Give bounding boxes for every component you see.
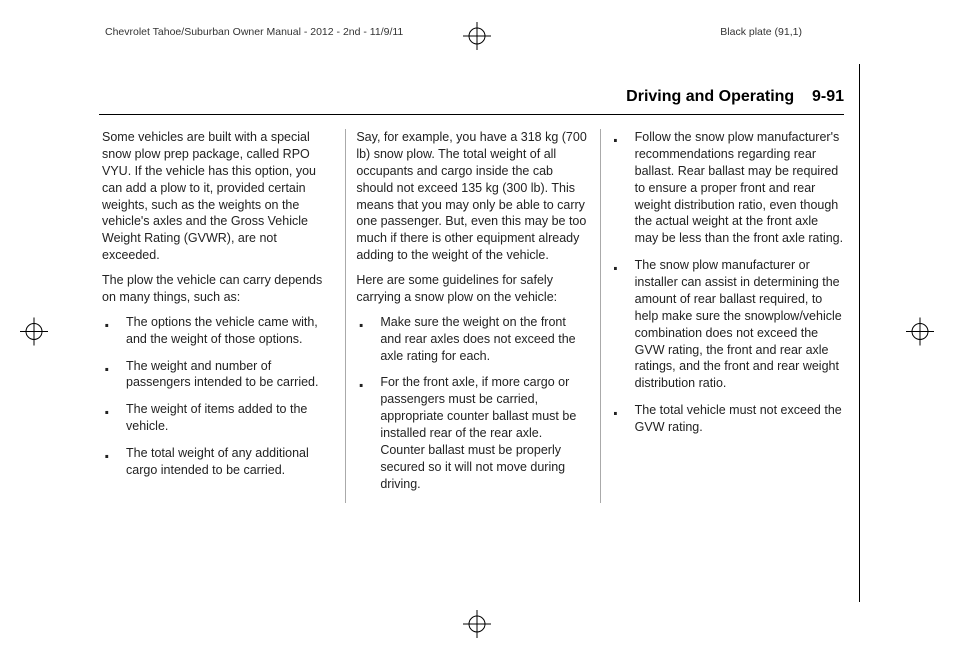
column-3: Follow the snow plow manufacturer's reco… [601,129,844,503]
section-rule [99,114,844,115]
registration-mark-left [20,318,48,351]
print-header-left: Chevrolet Tahoe/Suburban Owner Manual - … [105,26,403,38]
body-paragraph: The plow the vehicle can carry depends o… [102,272,335,306]
registration-mark-right [906,318,934,351]
list-item: The options the vehicle came with, and t… [102,314,335,348]
body-paragraph: Some vehicles are built with a special s… [102,129,335,264]
list-item: The total weight of any additional cargo… [102,445,335,479]
list-item: The snow plow manufacturer or installer … [611,257,844,392]
list-item: For the front axle, if more cargo or pas… [356,374,589,492]
print-header-right: Black plate (91,1) [720,26,802,38]
registration-mark-top [463,22,491,55]
list-item: The total vehicle must not exceed the GV… [611,402,844,436]
page-number: 9-91 [812,88,844,105]
bullet-list: Make sure the weight on the front and re… [356,314,589,493]
bullet-list: The options the vehicle came with, and t… [102,314,335,479]
section-header: Driving and Operating 9-91 [626,88,844,106]
body-paragraph: Here are some guidelines for safely carr… [356,272,589,306]
registration-mark-bottom [463,610,491,643]
bullet-list: Follow the snow plow manufacturer's reco… [611,129,844,436]
list-item: Follow the snow plow manufacturer's reco… [611,129,844,247]
content-columns: Some vehicles are built with a special s… [102,129,844,503]
body-paragraph: Say, for example, you have a 318 kg (700… [356,129,589,264]
section-title: Driving and Operating [626,88,794,105]
column-2: Say, for example, you have a 318 kg (700… [345,129,600,503]
page-frame: Driving and Operating 9-91 Some vehicles… [94,64,860,602]
column-1: Some vehicles are built with a special s… [102,129,345,503]
list-item: The weight and number of passengers inte… [102,358,335,392]
list-item: The weight of items added to the vehicle… [102,401,335,435]
list-item: Make sure the weight on the front and re… [356,314,589,365]
